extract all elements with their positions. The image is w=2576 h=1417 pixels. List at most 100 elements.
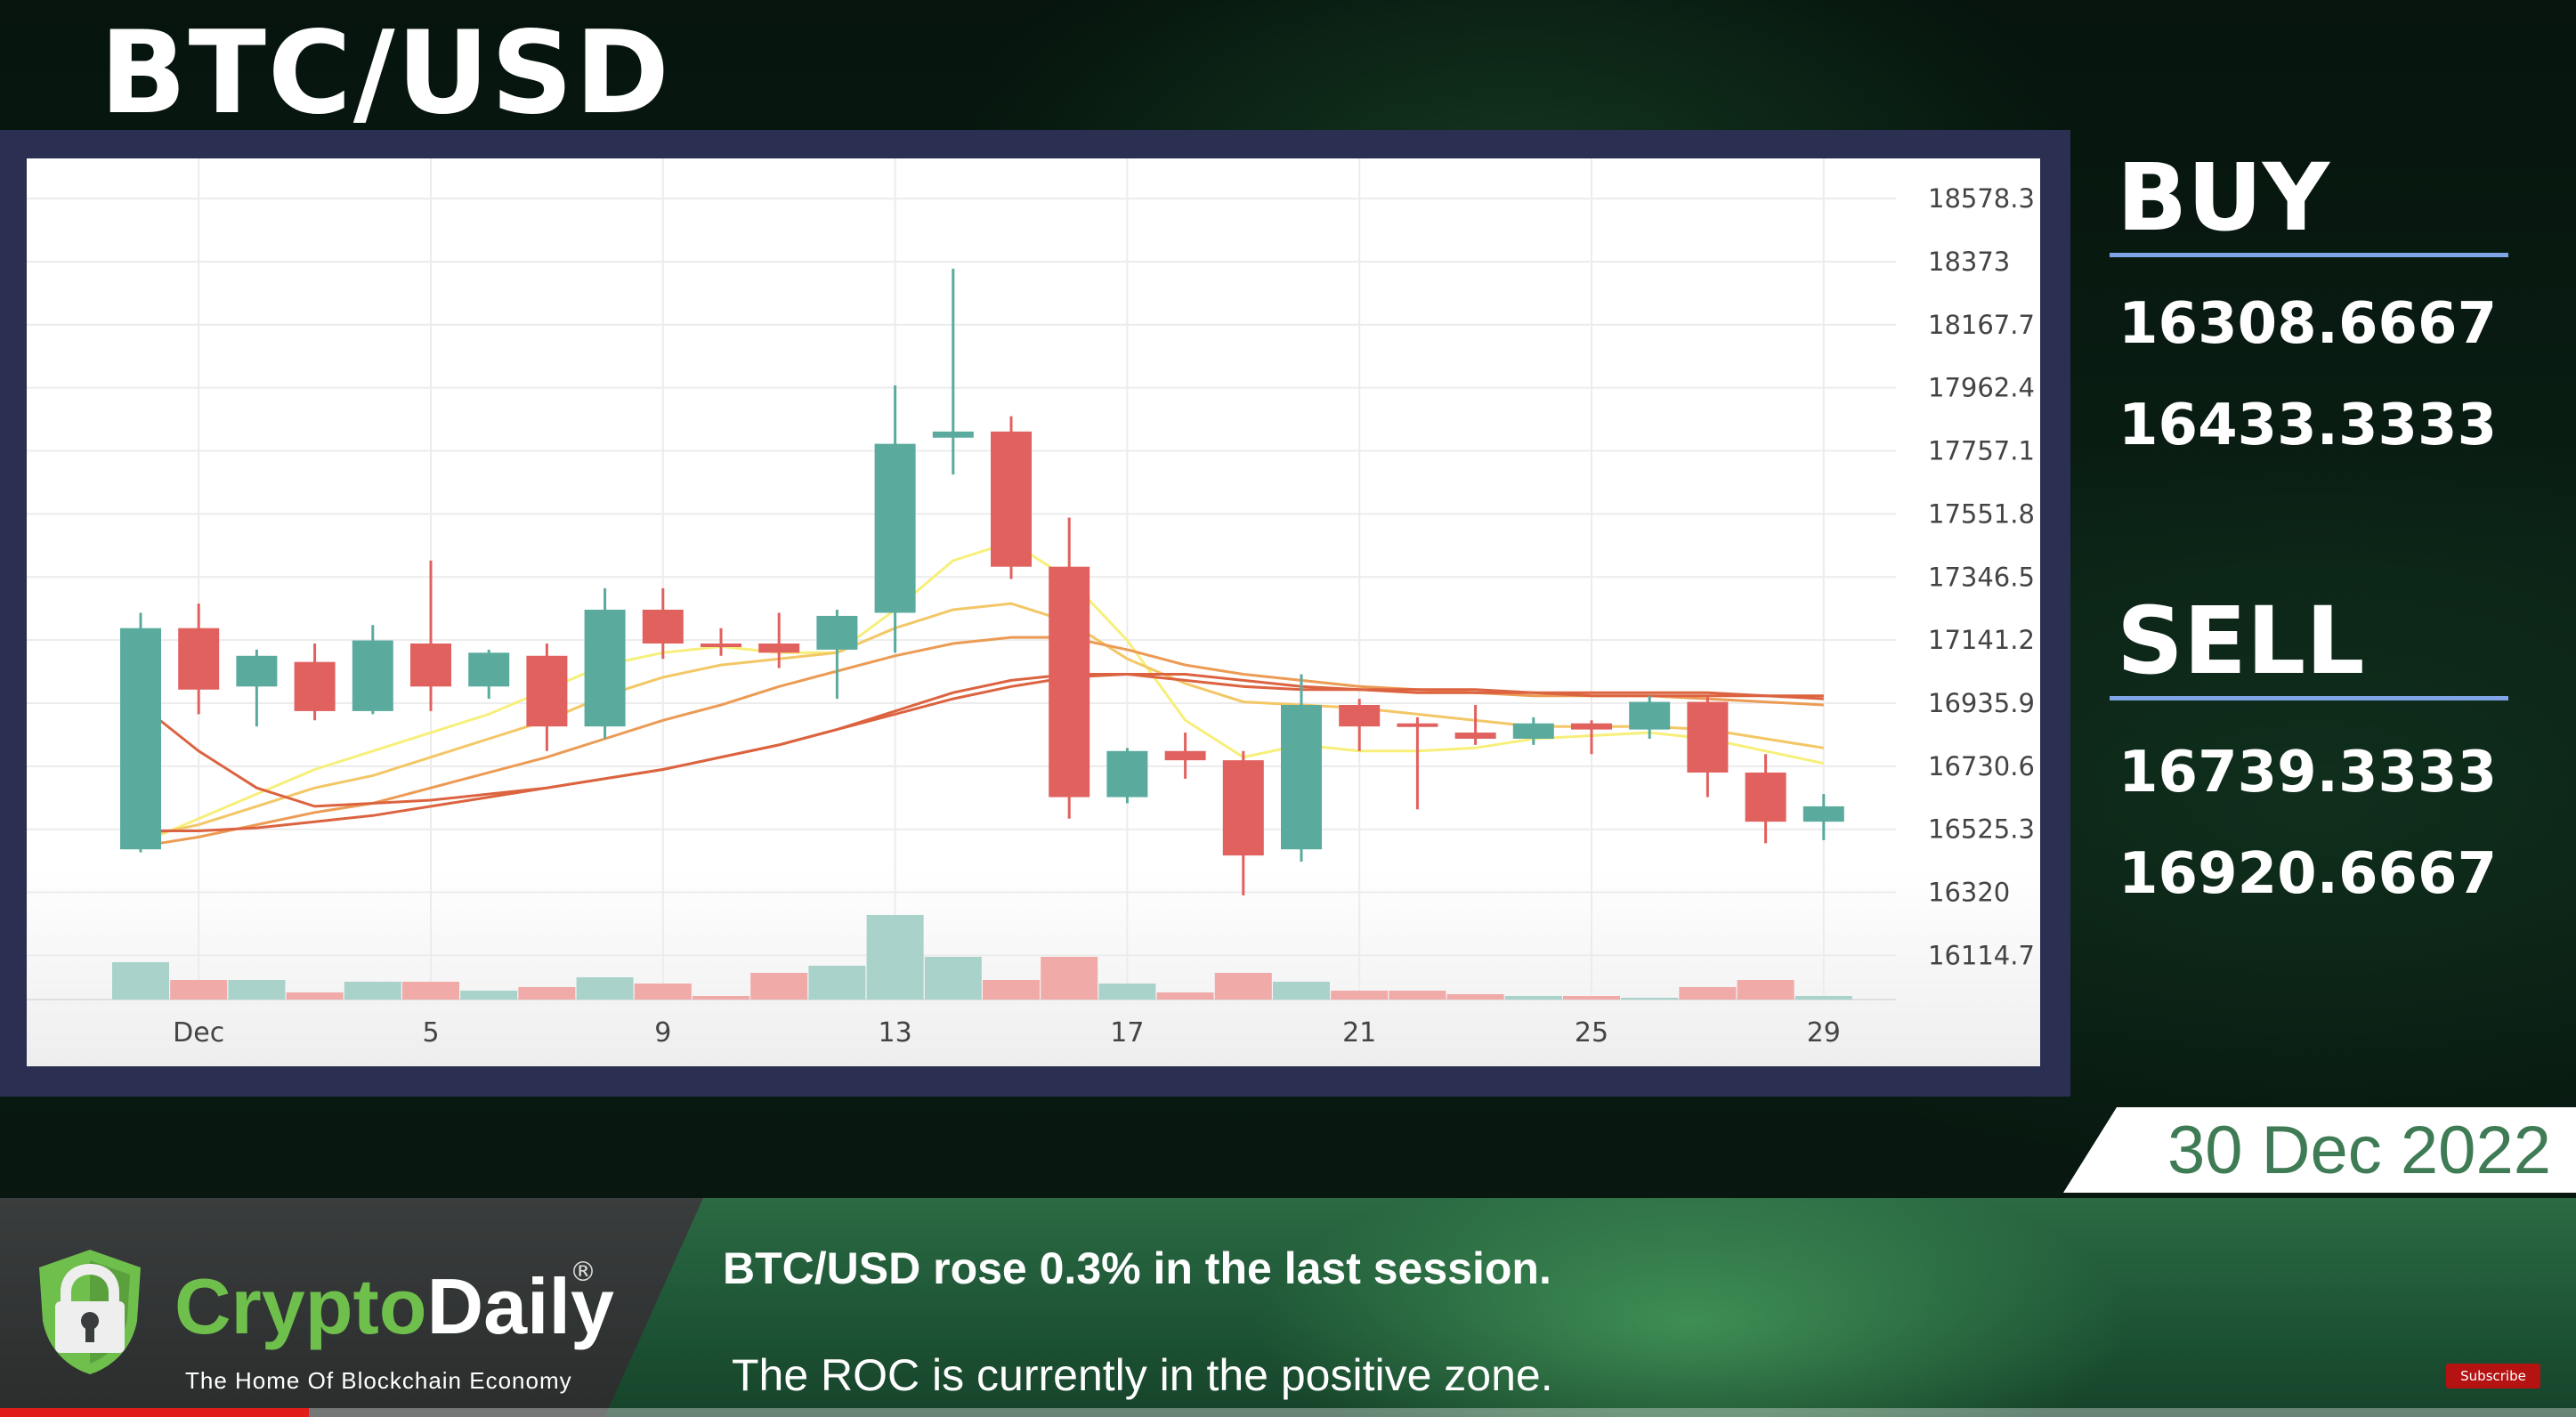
candle-up bbox=[816, 615, 858, 650]
brand-logo-text: CryptoDaily bbox=[174, 1262, 614, 1351]
candle-up bbox=[468, 652, 510, 687]
video-progress-fill bbox=[0, 1408, 310, 1417]
x-tick-label: Dec bbox=[173, 1017, 224, 1049]
candle-down bbox=[642, 610, 684, 644]
volume-bar bbox=[1389, 991, 1446, 1000]
volume-bar bbox=[1794, 996, 1852, 1000]
y-tick-label: 16525.3 bbox=[1928, 814, 2035, 845]
buy-value-2: 16433.3333 bbox=[2118, 393, 2498, 458]
y-tick-label: 17962.4 bbox=[1928, 373, 2035, 403]
candle-down bbox=[410, 643, 451, 687]
shield-lock-icon bbox=[39, 1250, 141, 1374]
volume-bar bbox=[1331, 991, 1389, 1000]
volume-bar bbox=[576, 977, 634, 1000]
x-tick-label: 21 bbox=[1342, 1017, 1376, 1049]
volume-bar bbox=[693, 996, 749, 1000]
x-tick-label: 29 bbox=[1807, 1017, 1841, 1049]
candle-down bbox=[1571, 723, 1612, 730]
candle-down bbox=[758, 643, 800, 653]
ticker-subline: The ROC is currently in the positive zon… bbox=[732, 1350, 1553, 1400]
volume-bar bbox=[866, 915, 924, 1000]
y-tick-label: 18373 bbox=[1928, 247, 2010, 277]
candle-up bbox=[1106, 750, 1148, 798]
y-tick-label: 18578.3 bbox=[1928, 183, 2035, 214]
volume-bar bbox=[808, 966, 866, 1000]
candle-up bbox=[1629, 701, 1671, 730]
candle-down bbox=[1339, 705, 1381, 727]
date-banner: 30 Dec 2022 bbox=[2063, 1107, 2576, 1193]
brand-name-part2: Daily bbox=[426, 1262, 614, 1350]
candlestick-chart: 18578.3 18373 18167.7 17962.4 17757.1 17551.8… bbox=[27, 158, 2040, 1066]
volume-bar bbox=[1214, 973, 1272, 1000]
sell-underline bbox=[2110, 696, 2508, 700]
chart-svg: 18578.3 18373 18167.7 17962.4 17757.1 17551.8… bbox=[27, 158, 2035, 1049]
volume-bar bbox=[286, 992, 344, 1000]
candle-up bbox=[352, 640, 393, 711]
candle-down bbox=[1222, 760, 1264, 856]
x-tick-label: 9 bbox=[654, 1017, 671, 1049]
candle-down bbox=[1687, 701, 1729, 773]
candle-up bbox=[1281, 705, 1322, 850]
ticker-headline: BTC/USD rose 0.3% in the last session. bbox=[723, 1243, 1551, 1293]
y-tick-label: 16114.7 bbox=[1928, 940, 2035, 970]
sell-value-2: 16920.6667 bbox=[2118, 841, 2498, 907]
candle-down bbox=[1049, 566, 1090, 798]
volume-bar bbox=[1679, 987, 1737, 1000]
candle-down bbox=[526, 655, 568, 727]
y-tick-label: 16935.9 bbox=[1928, 688, 2035, 718]
candle-down bbox=[294, 661, 336, 711]
y-tick-label: 16320 bbox=[1928, 878, 2010, 908]
candle-up bbox=[120, 628, 161, 850]
y-tick-label: 18167.7 bbox=[1928, 310, 2035, 340]
buy-value-1: 16308.6667 bbox=[2118, 291, 2498, 357]
volume-bar bbox=[983, 980, 1040, 1000]
date-text: 30 Dec 2022 bbox=[2167, 1113, 2551, 1188]
candle-down bbox=[1745, 772, 1786, 822]
volume-bar bbox=[170, 980, 228, 1000]
page-title: BTC/USD bbox=[100, 7, 671, 140]
candle-down bbox=[701, 643, 741, 647]
volume-bar bbox=[1563, 996, 1620, 1000]
candle-down bbox=[1454, 733, 1496, 739]
candle-up bbox=[874, 443, 916, 613]
volume-bar bbox=[1737, 980, 1794, 1000]
volume-bar bbox=[1156, 992, 1214, 1000]
registered-mark: ® bbox=[570, 1257, 596, 1288]
candle-down bbox=[991, 431, 1032, 567]
y-tick-label: 17141.2 bbox=[1928, 625, 2035, 655]
candle-down bbox=[178, 628, 220, 690]
x-tick-label: 13 bbox=[879, 1017, 912, 1049]
volume-bar bbox=[1098, 984, 1156, 1000]
volume-bar bbox=[1273, 982, 1330, 1000]
volume-bar bbox=[1041, 957, 1098, 1000]
candle-up bbox=[932, 431, 974, 438]
candle-up bbox=[584, 610, 626, 727]
y-tick-label: 17346.5 bbox=[1928, 562, 2035, 592]
volume-bar bbox=[460, 991, 518, 1000]
y-tick-label: 17757.1 bbox=[1928, 436, 2035, 466]
y-tick-label: 17551.8 bbox=[1928, 498, 2035, 529]
volume-bar bbox=[112, 962, 169, 1000]
subscribe-button[interactable]: Subscribe bbox=[2446, 1364, 2540, 1389]
buy-heading: BUY bbox=[2117, 143, 2330, 252]
volume-bar bbox=[344, 982, 401, 1000]
sell-value-1: 16739.3333 bbox=[2118, 740, 2498, 806]
y-tick-label: 16730.6 bbox=[1928, 751, 2035, 781]
video-progress-bar[interactable] bbox=[0, 1408, 2576, 1417]
volume-bar bbox=[1446, 994, 1504, 1000]
volume-bar bbox=[924, 957, 982, 1000]
brand-name-part1: Crypto bbox=[174, 1262, 427, 1350]
sell-heading: SELL bbox=[2117, 587, 2365, 695]
candle-up bbox=[1802, 806, 1844, 822]
x-tick-label: 17 bbox=[1110, 1017, 1144, 1049]
x-tick-label: 25 bbox=[1575, 1017, 1608, 1049]
candle-down bbox=[1164, 750, 1206, 761]
chart-frame: 18578.3 18373 18167.7 17962.4 17757.1 17551.8… bbox=[0, 130, 2070, 1097]
buy-underline bbox=[2110, 253, 2508, 257]
volume-bar bbox=[634, 984, 692, 1000]
moving-average-line bbox=[140, 636, 1824, 848]
volume-bar bbox=[518, 987, 576, 1000]
x-tick-label: 5 bbox=[422, 1017, 439, 1049]
candle-down bbox=[1397, 723, 1438, 727]
volume-bar bbox=[228, 980, 286, 1000]
